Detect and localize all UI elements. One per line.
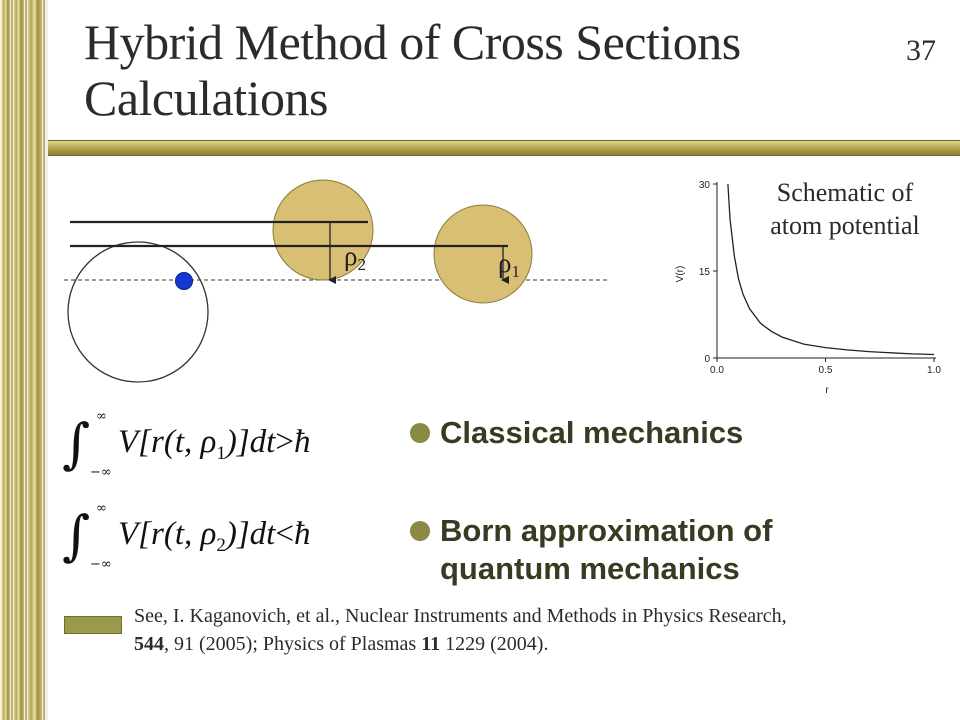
projectile-atom-rho1 [433,204,533,304]
equation-body: V[r(t, ρ [118,516,216,552]
x-axis-label: r [825,385,829,396]
equation-classical: ∫ ∞ −∞ V[r(t, ρ1)]dt>ħ [62,409,310,478]
bullet-born-approximation: Born approximation of quantum mechanics [410,512,930,588]
reference-citation: See, I. Kaganovich, et al., Nuclear Inst… [134,602,934,658]
relation-sign: > [275,424,294,460]
rho-subscript: 1 [216,443,226,464]
x-tick-label: 1.0 [927,365,941,376]
title-line-2: Calculations [84,70,328,126]
label-rho2: ρ2 [344,241,366,274]
y-tick-label: 15 [699,267,711,278]
projectile-atom-rho2 [272,179,374,281]
target-atom-outline [67,241,209,383]
scattering-diagram: ρ2 ρ1 [64,179,608,383]
reference-text-1: , 91 (2005); Physics of Plasmas [164,633,422,655]
bullet-text: Classical mechanics [440,415,744,450]
nucleus-dot [175,272,193,290]
reference-marker [64,616,122,634]
equation-body-end: )]dt [224,516,276,552]
svg-text:∫: ∫ [62,504,90,567]
bullet-dot-icon [410,521,430,541]
reference-line-1: See, I. Kaganovich, et al., Nuclear Inst… [134,605,787,627]
equation-body: V[r(t, ρ [118,424,216,460]
plot-ticks: 0 15 30 0.0 0.5 1.0 [699,180,942,376]
integral-lower-limit: −∞ [90,465,112,478]
rho-subscript: 2 [216,535,226,556]
decorative-left-bar [0,0,48,720]
hbar-symbol: ħ [294,516,311,552]
relation-sign: < [275,516,294,552]
reference-line-2: 544, 91 (2005); Physics of Plasmas 11 12… [134,630,934,658]
y-tick-label: 30 [699,180,711,191]
title-underline-bar [48,140,960,156]
reference-text-2: 1229 (2004). [440,633,549,655]
reference-volume-2: 11 [421,633,441,655]
plot-caption: Schematic of atom potential [740,176,950,242]
slide-number: 37 [906,34,936,67]
bullet-classical-mechanics: Classical mechanics [410,414,930,452]
svg-text:V[r(t, ρ2)]dt<ħ: V[r(t, ρ2)]dt<ħ [118,516,310,556]
x-tick-label: 0.5 [819,365,833,376]
plot-caption-line-1: Schematic of [776,178,914,207]
potential-curve [727,183,935,356]
title-line-1: Hybrid Method of Cross Sections [84,14,741,70]
equation-born: ∫ ∞ −∞ V[r(t, ρ2)]dt<ħ [62,501,310,570]
label-rho1: ρ1 [498,248,520,281]
integral-upper-limit: ∞ [96,409,107,424]
svg-text:∫: ∫ [62,412,90,475]
y-tick-label: 0 [704,354,710,365]
x-tick-label: 0.0 [710,365,724,376]
reference-volume-1: 544 [134,633,164,655]
plot-caption-line-2: atom potential [770,211,920,240]
integral-upper-limit: ∞ [96,501,107,516]
page-title: Hybrid Method of Cross Sections Calculat… [84,14,904,126]
svg-text:V[r(t, ρ1)]dt>ħ: V[r(t, ρ1)]dt>ħ [118,424,310,464]
y-axis-label: V(r) [675,266,686,283]
bullet-text-line-2: quantum mechanics [440,551,740,586]
hbar-symbol: ħ [294,424,311,460]
equation-body-end: )]dt [224,424,276,460]
integral-lower-limit: −∞ [90,557,112,570]
potential-plot: 0 15 30 0.0 0.5 1.0 V(r) r [675,180,942,396]
bullet-dot-icon [410,423,430,443]
bullet-text-line-1: Born approximation of [440,513,773,548]
